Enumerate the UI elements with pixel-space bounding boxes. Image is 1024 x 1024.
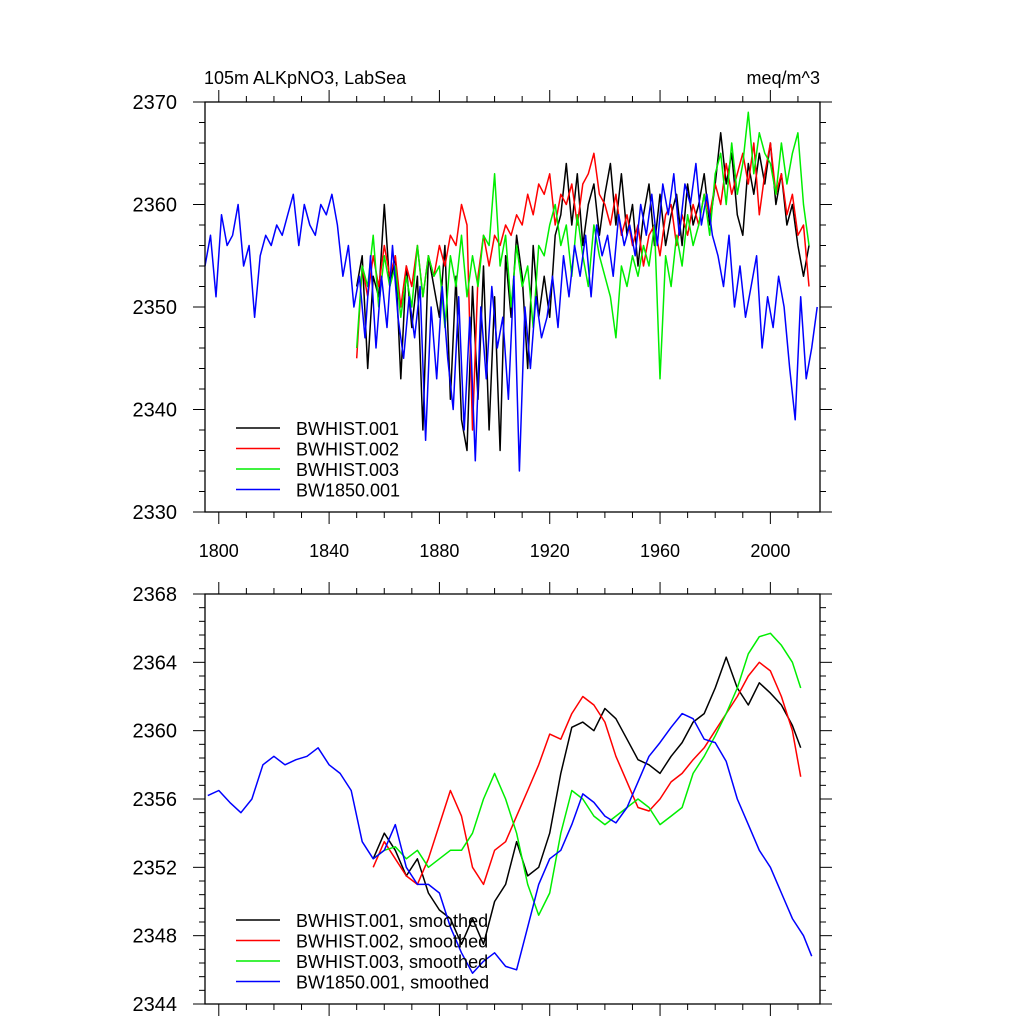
bottom-legend-label-2: BWHIST.002, smoothed — [296, 932, 488, 952]
top-series-line-1 — [355, 132, 810, 452]
top-y-tick-label-2370: 2370 — [133, 92, 178, 114]
top-x-tick-label-1880: 1880 — [419, 541, 459, 561]
top-x-tick-label-1920: 1920 — [530, 541, 570, 561]
bottom-y-tick-label-2364: 2364 — [133, 652, 178, 674]
top-chart-title: 105m ALKpNO3, LabSea — [204, 68, 407, 88]
top-legend-label-3: BWHIST.003 — [296, 460, 399, 480]
bottom-series-line-3 — [372, 632, 802, 916]
top-x-tick-label-1840: 1840 — [309, 541, 349, 561]
bottom-legend-label-3: BWHIST.003, smoothed — [296, 952, 488, 972]
bottom-plot-area: 2344 2348 2352 2356 2360 2364 2368 — [133, 582, 832, 1016]
bottom-ticks-layer: 2344 2348 2352 2356 2360 2364 2368 — [133, 582, 832, 1016]
top-legend-label-1: BWHIST.001 — [296, 419, 399, 439]
top-y-tick-label-2340: 2340 — [133, 400, 178, 422]
bottom-y-tick-label-2368: 2368 — [133, 584, 178, 606]
bottom-y-tick-label-2348: 2348 — [133, 926, 178, 948]
top-legend-label-4: BW1850.001 — [296, 481, 400, 501]
top-x-tick-label-2000: 2000 — [750, 541, 790, 561]
top-ticks-layer: 1800 1840 1880 1920 1960 2000 2330 2340 2350 2360… — [133, 90, 832, 561]
top-series-layer — [204, 111, 818, 472]
bottom-legend-label-1: BWHIST.001, smoothed — [296, 911, 488, 931]
top-x-tick-label-1960: 1960 — [640, 541, 680, 561]
bottom-y-tick-label-2356: 2356 — [133, 789, 178, 811]
chart-bottom: 2344 2348 2352 2356 2360 2364 2368 BWHIST.001,… — [133, 582, 832, 1016]
chart-top: 105m ALKpNO3, LabSea meq/m^3 1800 1840 188… — [133, 68, 832, 561]
bottom-y-tick-label-2360: 2360 — [133, 721, 178, 743]
top-legend-label-2: BWHIST.002 — [296, 440, 399, 460]
top-x-tick-label-1800: 1800 — [199, 541, 239, 561]
top-y-tick-label-2330: 2330 — [133, 502, 178, 524]
bottom-series-line-1 — [372, 656, 802, 945]
bottom-legend-label-4: BW1850.001, smoothed — [296, 973, 489, 993]
top-chart-units: meq/m^3 — [747, 68, 820, 88]
top-y-tick-label-2350: 2350 — [133, 297, 178, 319]
bottom-y-tick-label-2344: 2344 — [133, 994, 178, 1016]
bottom-series-line-4 — [207, 712, 813, 974]
bottom-series-line-2 — [372, 661, 802, 886]
top-y-tick-label-2360: 2360 — [133, 195, 178, 217]
top-series-line-4 — [204, 162, 818, 472]
bottom-series-layer — [207, 632, 813, 974]
top-plot-area: 1800 1840 1880 1920 1960 2000 2330 2340 2350 2360… — [133, 90, 832, 561]
bottom-y-tick-label-2352: 2352 — [133, 857, 178, 879]
